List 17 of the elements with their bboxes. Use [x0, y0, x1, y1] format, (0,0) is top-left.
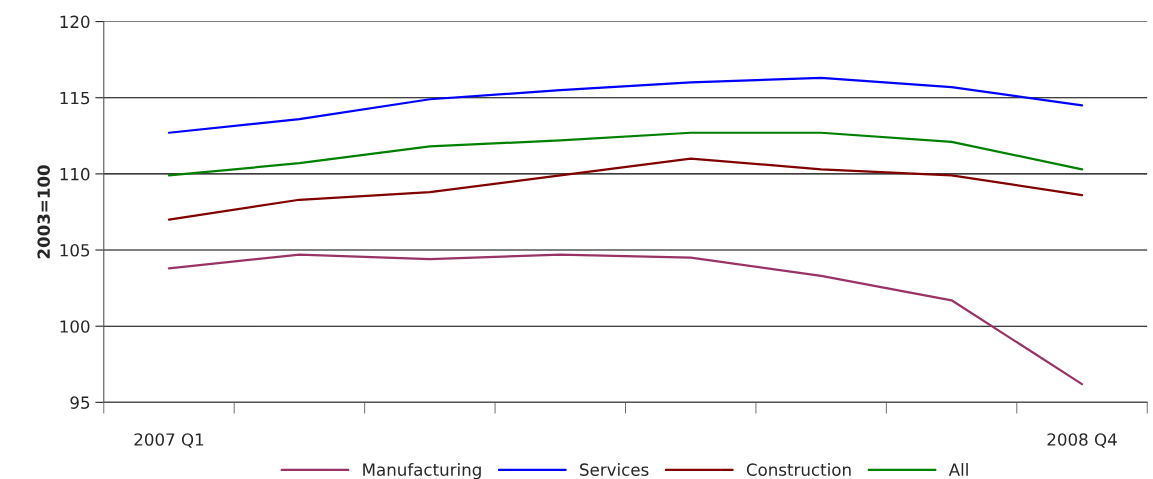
- legend-label: Construction: [746, 463, 851, 476]
- y-tick-label: 115: [60, 91, 90, 105]
- x-tick-label: 2008 Q4: [1047, 433, 1117, 448]
- line-series: [167, 253, 1084, 386]
- legend-label: Manufacturing: [363, 463, 481, 479]
- y-tick-label: 105: [60, 244, 90, 257]
- y-tick-label: 120: [60, 15, 90, 29]
- y-tick-label: 100: [60, 320, 90, 333]
- x-tick-label: 2007 Q1: [134, 433, 204, 448]
- line-series: [167, 157, 1084, 221]
- line-series: [167, 76, 1084, 134]
- y-tick-label: 95: [70, 396, 90, 409]
- legend-label: All: [948, 463, 968, 476]
- y-tick-label: 110: [60, 167, 90, 181]
- legend-label: Services: [580, 463, 649, 476]
- y-axis-title: 2003=100: [37, 165, 50, 259]
- line-series: [167, 131, 1084, 177]
